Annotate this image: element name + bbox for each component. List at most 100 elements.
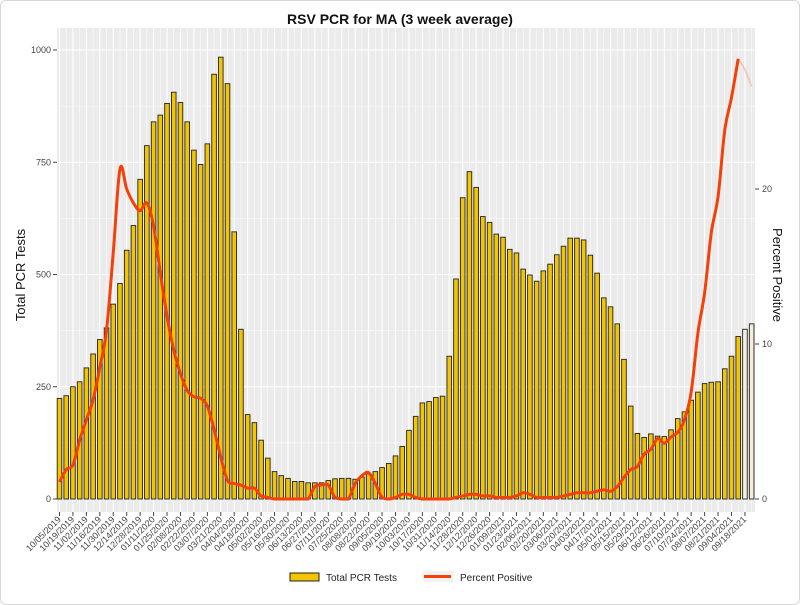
bar — [130, 225, 137, 500]
bar — [446, 355, 453, 500]
bar — [748, 323, 755, 500]
bar — [614, 323, 621, 500]
bar — [258, 439, 264, 500]
bars — [56, 56, 755, 500]
bar — [688, 399, 694, 500]
bar — [211, 73, 217, 500]
bar — [150, 121, 157, 500]
bar — [574, 237, 580, 500]
bar — [674, 418, 681, 500]
bar — [493, 233, 500, 500]
bar — [137, 178, 143, 500]
bar — [560, 245, 567, 500]
bar — [701, 383, 708, 500]
bar — [567, 237, 573, 500]
y-tick-label: 1000 — [31, 45, 51, 55]
bar — [231, 231, 237, 500]
y2-tick-label: 0 — [762, 494, 767, 504]
y2-tick-label: 20 — [762, 184, 772, 194]
y-axis-title: Total PCR Tests — [13, 228, 28, 321]
bar — [459, 197, 466, 500]
y-tick-label: 0 — [46, 494, 51, 504]
bar — [285, 477, 291, 500]
bar — [406, 429, 412, 500]
bar — [661, 436, 668, 500]
bar — [177, 102, 184, 500]
legend-label-line: Percent Positive — [460, 573, 533, 584]
percent-line-path — [58, 58, 740, 501]
bar — [83, 367, 90, 500]
bar — [318, 482, 325, 500]
bar — [197, 164, 204, 500]
bar — [594, 272, 600, 500]
bar — [513, 252, 520, 500]
bar — [103, 327, 110, 500]
bar — [547, 263, 553, 500]
bar — [386, 463, 392, 500]
bar — [668, 429, 674, 500]
bar — [621, 358, 627, 500]
bar — [554, 254, 560, 500]
bar — [204, 143, 211, 500]
bar — [715, 381, 721, 500]
legend-label-bars: Total PCR Tests — [326, 573, 397, 584]
bar — [722, 368, 728, 500]
bar — [735, 336, 741, 500]
bar — [412, 415, 419, 500]
bar — [695, 391, 701, 500]
bar — [70, 386, 76, 500]
bar — [97, 339, 103, 500]
y2-tick-label: 10 — [762, 339, 772, 349]
bar — [251, 422, 258, 500]
bar — [56, 397, 63, 500]
bar — [601, 297, 607, 500]
y-axis-right: 0 10 20 — [755, 184, 772, 504]
y-axis-left: 0 250 500 750 1000 — [31, 45, 57, 504]
legend: Total PCR Tests Percent Positive — [289, 571, 533, 584]
bar — [265, 457, 271, 500]
y-tick-label: 500 — [36, 270, 51, 280]
legend-swatch-bars — [289, 572, 320, 582]
bar — [708, 381, 715, 500]
bar — [533, 280, 540, 500]
bar — [580, 239, 587, 500]
bar — [392, 455, 399, 500]
bar — [157, 114, 164, 500]
bar — [607, 306, 614, 500]
bar — [506, 248, 513, 500]
bar — [399, 446, 405, 500]
bar — [63, 395, 69, 500]
bar — [338, 477, 345, 500]
bar — [359, 476, 365, 500]
bar — [224, 83, 231, 500]
bar — [419, 402, 426, 500]
x-axis: 10/05/201910/19/201911/02/201911/16/2019… — [24, 512, 748, 553]
bar — [540, 270, 547, 500]
bar — [473, 186, 479, 500]
bar — [117, 283, 123, 500]
bar — [486, 221, 493, 500]
percent-line — [58, 58, 753, 501]
bar — [480, 216, 486, 500]
bar — [641, 437, 647, 500]
bar — [365, 473, 372, 500]
bar — [291, 481, 298, 500]
bar — [90, 353, 96, 500]
chart-title: RSV PCR for MA (3 week average) — [287, 11, 513, 27]
y-tick-label: 250 — [36, 382, 51, 392]
bar — [218, 56, 224, 500]
bar — [191, 149, 197, 500]
bar — [654, 435, 661, 500]
bar — [144, 145, 150, 500]
bar — [466, 171, 473, 500]
bar — [123, 249, 130, 500]
bar — [453, 278, 459, 500]
bar — [648, 433, 654, 500]
bar — [527, 274, 533, 500]
bar — [298, 481, 305, 500]
bar — [278, 475, 285, 500]
bar — [681, 411, 688, 500]
bar — [271, 471, 278, 500]
bar — [439, 395, 446, 500]
bar — [742, 328, 748, 500]
